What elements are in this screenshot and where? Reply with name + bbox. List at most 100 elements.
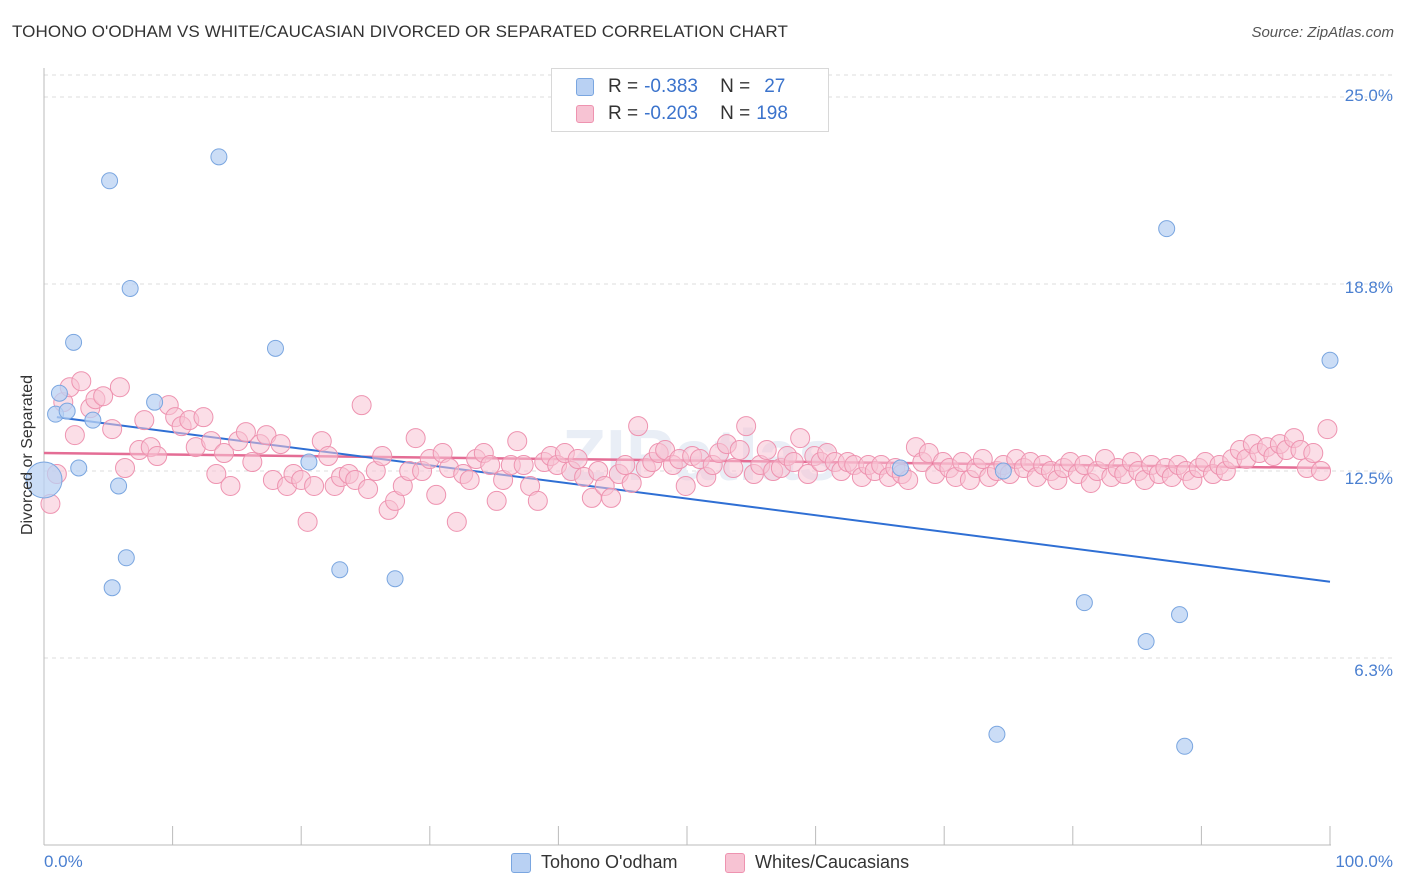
legend-row-tohono: R = -0.383 N = 27 <box>576 75 785 99</box>
series-tohono-oodham <box>25 148 1339 755</box>
data-point <box>1158 220 1176 238</box>
n-label: N = <box>720 103 751 124</box>
data-point <box>459 469 480 490</box>
blue-swatch-icon <box>511 852 531 873</box>
data-point <box>70 459 88 477</box>
data-point <box>351 395 372 416</box>
data-point <box>621 472 642 493</box>
legend-item-tohono[interactable]: Tohono O'odham <box>511 852 678 873</box>
data-point <box>242 452 263 473</box>
data-point <box>220 475 241 496</box>
data-point <box>103 579 121 597</box>
data-point <box>109 377 130 398</box>
data-point <box>101 172 119 190</box>
n-label: N = <box>720 76 751 97</box>
data-point <box>513 455 534 476</box>
data-point <box>1321 351 1339 369</box>
data-point <box>1171 606 1189 624</box>
n-value: 198 <box>756 103 788 124</box>
pink-swatch-icon <box>725 852 745 873</box>
data-point <box>235 422 256 443</box>
data-point <box>675 475 696 496</box>
data-point <box>71 371 92 392</box>
legend-label: Tohono O'odham <box>541 852 678 872</box>
data-point <box>426 484 447 505</box>
r-value: -0.383 <box>644 76 698 97</box>
data-point <box>797 463 818 484</box>
r-value: -0.203 <box>644 103 698 124</box>
series-whites-caucasians <box>40 371 1338 532</box>
pink-swatch-icon <box>576 105 594 123</box>
data-point <box>201 431 222 452</box>
gridlines <box>44 74 1392 659</box>
series-legend: Tohono O'odham Whites/Caucasians <box>0 852 1406 878</box>
data-point <box>50 384 68 402</box>
data-point <box>405 428 426 449</box>
data-point <box>1075 594 1093 612</box>
legend-label: Whites/Caucasians <box>755 852 910 872</box>
data-point <box>102 419 123 440</box>
data-point <box>270 434 291 455</box>
data-point <box>1317 419 1338 440</box>
x-tick-label: 100.0% <box>1335 852 1393 871</box>
data-point <box>84 411 102 429</box>
data-point <box>486 490 507 511</box>
r-label: R = <box>608 76 639 97</box>
data-point <box>918 443 939 464</box>
data-point <box>115 458 136 479</box>
data-point <box>988 725 1006 743</box>
chart-title: TOHONO O'ODHAM VS WHITE/CAUCASIAN DIVORC… <box>12 22 788 41</box>
blue-swatch-icon <box>576 78 594 96</box>
data-point <box>527 490 548 511</box>
data-point <box>297 511 318 532</box>
data-point <box>756 440 777 461</box>
data-point <box>121 279 139 297</box>
data-point <box>146 393 164 411</box>
data-point <box>318 446 339 467</box>
data-point <box>147 446 168 467</box>
data-point <box>994 462 1012 480</box>
data-point <box>58 402 76 420</box>
data-point <box>117 549 135 567</box>
y-tick-label: 25.0% <box>1344 86 1393 105</box>
data-point <box>110 477 128 495</box>
data-point <box>615 455 636 476</box>
legend-item-whites[interactable]: Whites/Caucasians <box>725 852 909 873</box>
stats-legend: R = -0.383 N = 27 R = -0.203 N = 198 <box>551 68 829 132</box>
data-point <box>64 425 85 446</box>
y-tick-label: 6.3% <box>1354 661 1393 680</box>
data-point <box>507 431 528 452</box>
y-tick-label: 18.8% <box>1344 278 1393 297</box>
y-tick-label: 12.5% <box>1344 469 1393 488</box>
data-point <box>1176 737 1194 755</box>
data-point <box>206 463 227 484</box>
axes <box>43 68 1331 846</box>
data-point <box>134 410 155 431</box>
data-point <box>972 449 993 470</box>
data-point <box>386 570 404 588</box>
data-point <box>783 452 804 473</box>
n-value: 27 <box>764 76 786 97</box>
data-point <box>193 407 214 428</box>
data-point <box>358 478 379 499</box>
legend-row-whites: R = -0.203 N = 198 <box>576 102 788 126</box>
y-axis-label: Divorced or Separated <box>19 374 36 536</box>
data-point <box>891 459 909 477</box>
data-point <box>1310 461 1331 481</box>
data-point <box>446 511 467 532</box>
data-point <box>300 453 318 471</box>
data-point <box>256 425 277 446</box>
data-point <box>1303 443 1324 464</box>
data-point <box>1137 633 1155 651</box>
data-point <box>601 487 622 508</box>
data-point <box>25 461 63 499</box>
data-point <box>480 455 501 476</box>
data-point <box>214 443 235 464</box>
data-point <box>331 561 349 579</box>
x-tick-label: 0.0% <box>44 852 83 871</box>
source-label: Source: ZipAtlas.com <box>1251 24 1394 41</box>
data-point <box>723 458 744 479</box>
data-point <box>65 333 83 351</box>
data-point <box>628 416 649 437</box>
